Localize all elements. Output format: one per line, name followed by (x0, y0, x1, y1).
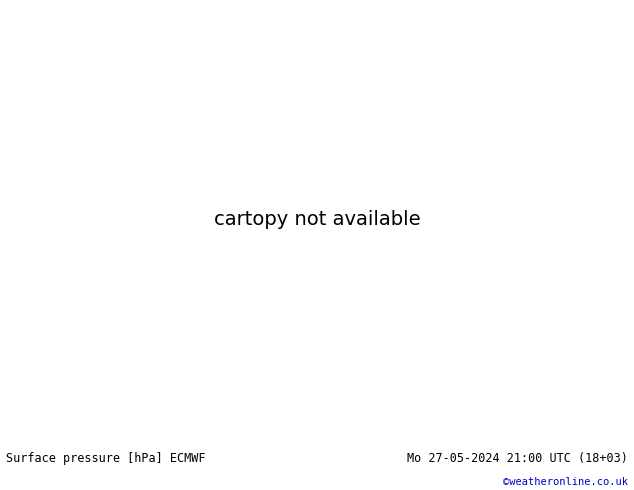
Text: Surface pressure [hPa] ECMWF: Surface pressure [hPa] ECMWF (6, 452, 206, 465)
Text: Mo 27-05-2024 21:00 UTC (18+03): Mo 27-05-2024 21:00 UTC (18+03) (407, 452, 628, 465)
Text: cartopy not available: cartopy not available (214, 210, 420, 229)
Text: ©weatheronline.co.uk: ©weatheronline.co.uk (503, 477, 628, 487)
